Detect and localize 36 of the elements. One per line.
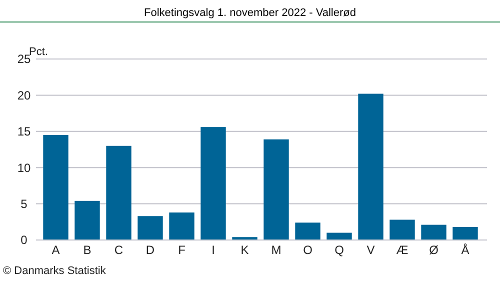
x-tick-label: O [303, 243, 312, 257]
x-tick-label: Q [334, 243, 344, 257]
x-tick-label: Æ [396, 243, 408, 257]
y-tick-label: 0 [20, 233, 28, 248]
x-tick-label: B [83, 243, 92, 257]
x-tick-label: M [271, 243, 282, 257]
bar [264, 139, 289, 240]
y-tick-label: 15 [17, 124, 31, 139]
bar [169, 212, 194, 240]
bar [43, 135, 68, 240]
x-tick-label: Å [461, 243, 470, 257]
x-tick-label: F [178, 243, 186, 257]
x-tick-label: V [366, 243, 375, 257]
x-tick-label: I [212, 243, 215, 257]
x-tick-label: A [52, 243, 60, 257]
bar [138, 216, 163, 240]
x-tick-label: K [240, 243, 249, 257]
y-tick-label: 5 [20, 197, 28, 211]
x-tick-label: D [146, 243, 155, 257]
y-tick-label: 25 [17, 52, 31, 66]
bar [295, 222, 320, 240]
bar [74, 200, 100, 240]
bar [390, 220, 415, 240]
bar [358, 94, 384, 240]
bar [326, 232, 352, 240]
chart-title: Folketingsvalg 1. november 2022 - Vallerød [144, 7, 356, 19]
bar [106, 146, 132, 240]
bar [452, 226, 478, 240]
y-tick-label: 10 [17, 160, 31, 175]
text: © Danmarks Statistik [3, 265, 106, 277]
y-tick-label: 20 [17, 88, 31, 102]
bar [421, 224, 446, 240]
bar [200, 127, 226, 240]
x-tick-label: C [114, 243, 124, 257]
x-tick-label: Ø [429, 243, 438, 257]
y-axis-title: Pct. [29, 46, 48, 58]
